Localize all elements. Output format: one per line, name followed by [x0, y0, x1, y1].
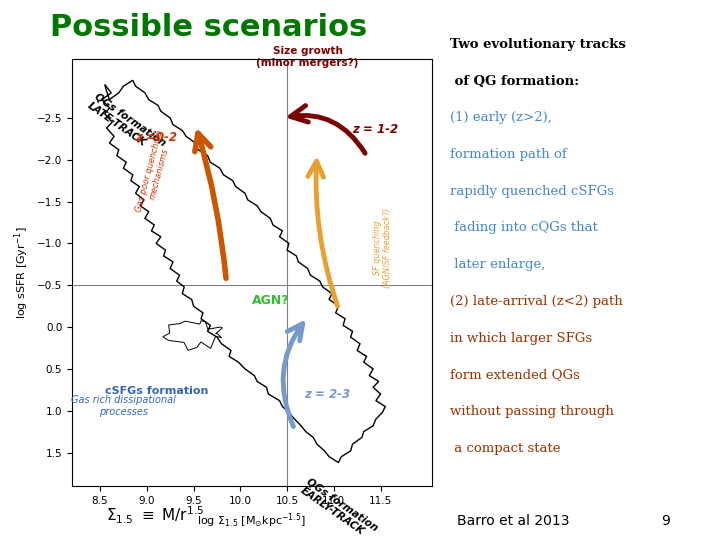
- Text: (2) late-arrival (z<2) path: (2) late-arrival (z<2) path: [450, 295, 623, 308]
- Text: rapidly quenched cSFGs: rapidly quenched cSFGs: [450, 185, 614, 198]
- Text: later enlarge,: later enlarge,: [450, 258, 545, 271]
- Text: without passing through: without passing through: [450, 405, 614, 418]
- Y-axis label: log sSFR [Gyr$^{-1}$]: log sSFR [Gyr$^{-1}$]: [13, 226, 32, 319]
- X-axis label: log $\Sigma_{1.5}$ [M$_{\odot}$kpc$^{-1.5}$]: log $\Sigma_{1.5}$ [M$_{\odot}$kpc$^{-1.…: [197, 511, 307, 530]
- Text: $\Sigma_{1.5}$ $\equiv$ M/r$^{1.5}$: $\Sigma_{1.5}$ $\equiv$ M/r$^{1.5}$: [106, 505, 204, 526]
- Text: Possible scenarios: Possible scenarios: [50, 14, 368, 43]
- Text: 9: 9: [662, 514, 670, 528]
- Text: SF quenching
(AGN/SF feedback?): SF quenching (AGN/SF feedback?): [373, 207, 392, 288]
- Text: formation path of: formation path of: [450, 148, 567, 161]
- Text: z = 2-3: z = 2-3: [304, 388, 350, 401]
- Text: of QG formation:: of QG formation:: [450, 75, 579, 87]
- Text: a compact state: a compact state: [450, 442, 560, 455]
- Text: form extended QGs: form extended QGs: [450, 368, 580, 381]
- Text: Gas rich dissipational
processes: Gas rich dissipational processes: [71, 395, 176, 417]
- Text: QGs formation
LATE-TRACK: QGs formation LATE-TRACK: [86, 91, 168, 158]
- Text: fading into cQGs that: fading into cQGs that: [450, 221, 598, 234]
- Text: cSFGs formation: cSFGs formation: [104, 386, 208, 396]
- Text: z =0-2: z =0-2: [135, 131, 178, 144]
- Text: Gas poor quenching
mechanisms: Gas poor quenching mechanisms: [134, 129, 174, 215]
- Text: z = 1-2: z = 1-2: [353, 123, 399, 136]
- Text: Two evolutionary tracks: Two evolutionary tracks: [450, 38, 626, 51]
- Text: Barro et al 2013: Barro et al 2013: [457, 514, 570, 528]
- Text: Size growth
(minor mergers?): Size growth (minor mergers?): [256, 46, 359, 68]
- Text: QGs formation
EARLY-TRACK: QGs formation EARLY-TRACK: [298, 476, 380, 540]
- Text: (1) early (z>2),: (1) early (z>2),: [450, 111, 552, 124]
- Text: AGN?: AGN?: [251, 294, 289, 307]
- Text: in which larger SFGs: in which larger SFGs: [450, 332, 592, 345]
